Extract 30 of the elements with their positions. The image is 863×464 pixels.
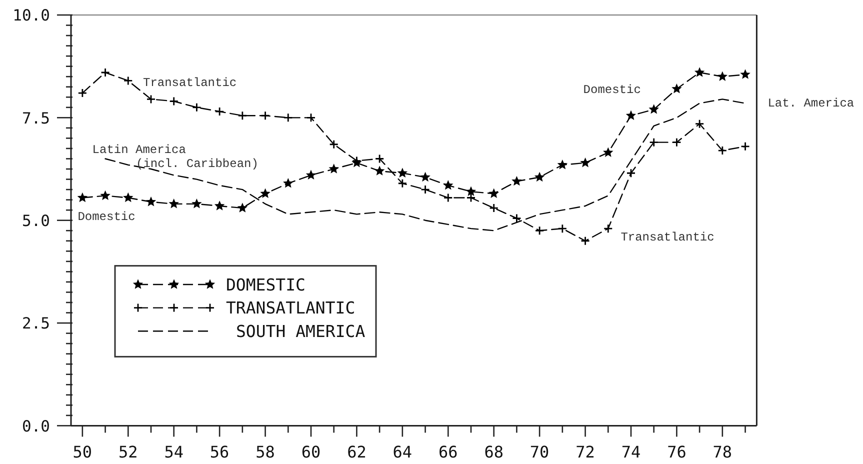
y-tick-label: 7.5	[22, 109, 50, 128]
y-tick-label: 10.0	[12, 6, 50, 25]
x-tick-label: 52	[118, 442, 138, 462]
x-tick-label: 74	[621, 442, 641, 462]
legend-label: TRANSATLANTIC	[226, 298, 356, 318]
x-tick-label: 60	[301, 442, 321, 462]
x-tick-label: 70	[530, 442, 550, 462]
y-tick-label: 5.0	[22, 212, 50, 230]
x-tick-label: 78	[712, 442, 732, 462]
x-tick-label: 54	[164, 442, 184, 462]
annotation: Latin America	[92, 143, 186, 157]
y-tick-label: 2.5	[22, 314, 50, 333]
x-tick-label: 72	[576, 442, 595, 462]
x-tick-label: 56	[210, 442, 230, 462]
x-tick-label: 76	[667, 442, 686, 462]
text: Lat. America	[768, 96, 854, 110]
annotation: Domestic	[78, 210, 136, 224]
x-tick-label: 64	[392, 442, 412, 462]
y-tick-label: 0.0	[22, 417, 50, 436]
legend-label: SOUTH AMERICA	[236, 322, 366, 342]
legend-label: DOMESTIC	[226, 275, 306, 294]
x-tick-label: 66	[438, 442, 458, 462]
x-tick-label: 58	[256, 442, 275, 462]
annotation: (incl. Caribbean)	[136, 157, 258, 171]
x-tick-label: 62	[347, 442, 366, 462]
annotation: Transatlantic	[620, 230, 714, 244]
annotation: Domestic	[583, 83, 641, 97]
x-tick-label: 68	[484, 442, 504, 462]
annotation: Transatlantic	[143, 76, 237, 90]
x-tick-label: 50	[72, 442, 92, 462]
